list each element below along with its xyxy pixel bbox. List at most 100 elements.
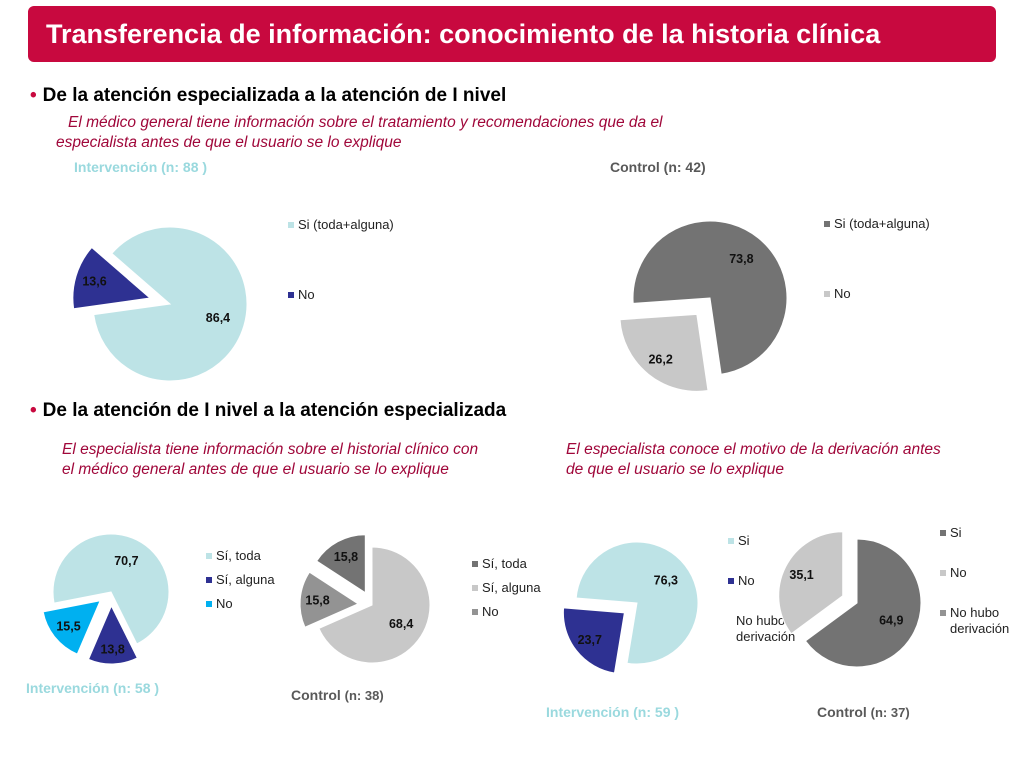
pie-value-label: 70,7 [114,554,138,568]
legend-swatch [472,609,478,615]
legend-label-extra: No hubo [950,605,999,620]
legend-label: Sí, alguna [216,572,275,587]
pie-slice-no [299,571,360,628]
legend-label-extra-line-2: derivación [950,621,1009,636]
section-2-left-description: El especialista tiene información sobre … [62,440,542,480]
pie-slice-si [804,538,922,668]
pie-value-label: 15,8 [334,550,358,564]
legend-label: Si (toda+alguna) [834,216,930,231]
section-1-description-line-2: especialista antes de que el usuario se … [56,134,402,151]
bullet-icon: • [30,400,37,421]
pie-slice-si-toda-alguna- [93,226,248,382]
chart-4-legend: Sí, toda Sí, alguna No [472,556,541,619]
title-bar [28,6,996,62]
pie-slice-s-alguna [87,604,138,665]
section-1-description: El médico general tiene información sobr… [56,113,768,153]
legend-swatch [728,578,734,584]
chart-6-title-text: Control [817,704,867,720]
section-2-left-description-line-1: El especialista tiene información sobre … [62,441,479,458]
chart-3-legend: Sí, toda Sí, alguna No [206,548,275,611]
chart-6-title: Control (n: 37) [817,704,910,720]
chart-5-title-text: Intervención [546,704,630,720]
chart-2-n-label: (n: 42) [663,159,706,175]
legend-label: No [834,286,851,301]
legend-label-extra-line-2: derivación [736,629,795,644]
chart-2-title: Control (n: 42) [610,159,706,175]
section-1-description-line-1: El médico general tiene información sobr… [68,114,663,131]
legend-swatch [940,530,946,536]
legend-label: No [738,573,755,588]
legend-label: No [216,596,233,611]
bullet-icon: • [30,85,37,106]
chart-4-title-text: Control [291,687,341,703]
legend-swatch [472,561,478,567]
chart-6-n-label: (n: 37) [870,705,910,720]
chart-4-title: Control (n: 38) [291,687,384,703]
chart-1-n-label: (n: 88 ) [161,159,208,175]
pie-chart-6: 64,9 35,1 [778,531,922,668]
pie-slice-si-toda-alguna- [632,220,788,375]
pie-slice-no [619,313,709,392]
chart-2-title-text: Control [610,159,660,175]
pie-chart-3: 70,7 13,8 15,5 [42,533,170,665]
pie-value-label: 35,1 [789,568,813,582]
legend-swatch [288,222,294,228]
legend-swatch [206,553,212,559]
chart-1-legend: Si (toda+alguna) No [288,217,394,302]
chart-1-title: Intervención (n: 88 ) [74,159,207,175]
legend-label: No [298,287,315,302]
chart-3-title: Intervención (n: 58 ) [26,680,159,696]
page-title: Transferencia de información: conocimien… [46,19,881,49]
pie-slice-no [562,607,625,674]
pie-chart-5: 76,3 23,7 [562,541,699,674]
chart-2-legend: Si (toda+alguna) No [824,216,930,301]
pie-slice-s-toda [316,534,366,594]
chart-4-n-label: (n: 38) [344,688,384,703]
pie-chart-2: 73,8 26,2 [619,220,788,392]
pie-slice-si [575,541,699,665]
section-1-heading: • De la atención especializada a la atenc… [30,85,506,107]
section-2-left-description-line-2: el médico general antes de que el usuari… [62,461,449,478]
section-2-heading: • De la atención de I nivel a la atención… [30,400,506,422]
legend-label: Si [738,533,750,548]
pie-chart-1: 86,4 13,6 [72,226,248,382]
legend-label: No [950,565,967,580]
pie-value-label: 13,8 [100,642,124,656]
legend-swatch [940,610,946,616]
legend-swatch [940,570,946,576]
pie-value-label: 68,4 [389,617,413,631]
legend-label: Sí, alguna [482,580,541,595]
legend-label: Sí, toda [482,556,528,571]
chart-5-title: Intervención (n: 59 ) [546,704,679,720]
pie-value-label: 73,8 [729,252,753,266]
legend-swatch [824,291,830,297]
pie-value-label: 23,7 [578,633,602,647]
legend-swatch [288,292,294,298]
pie-slice-no [42,600,101,655]
pie-value-label: 26,2 [648,352,672,366]
legend-swatch [728,538,734,544]
legend-swatch [206,601,212,607]
legend-label: Sí, toda [216,548,262,563]
pie-value-label: 15,8 [305,594,329,608]
legend-label: No [482,604,499,619]
section-2-right-description-line-1: El especialista conoce el motivo de la d… [566,441,941,458]
section-2-right-description: El especialista conoce el motivo de la d… [566,440,1006,480]
pie-slice-s-alguna [318,546,431,664]
pie-value-label: 13,6 [82,275,106,289]
pie-value-label: 76,3 [654,573,678,587]
chart-5-n-label: (n: 59 ) [633,704,680,720]
section-2-heading-text: De la atención de I nivel a la atención … [42,400,507,421]
section-2-right-description-line-2: de que el usuario se lo explique [566,461,785,478]
section-1-heading-text: De la atención especializada a la atenci… [42,85,507,106]
pie-slice-no [72,246,152,310]
pie-value-label: 86,4 [206,311,230,325]
chart-3-title-text: Intervención [26,680,110,696]
legend-label: Si [950,525,962,540]
legend-swatch [206,577,212,583]
pie-value-label: 64,9 [879,613,903,627]
pie-value-label: 15,5 [56,619,80,633]
chart-3-n-label: (n: 58 ) [113,680,160,696]
legend-swatch [472,585,478,591]
